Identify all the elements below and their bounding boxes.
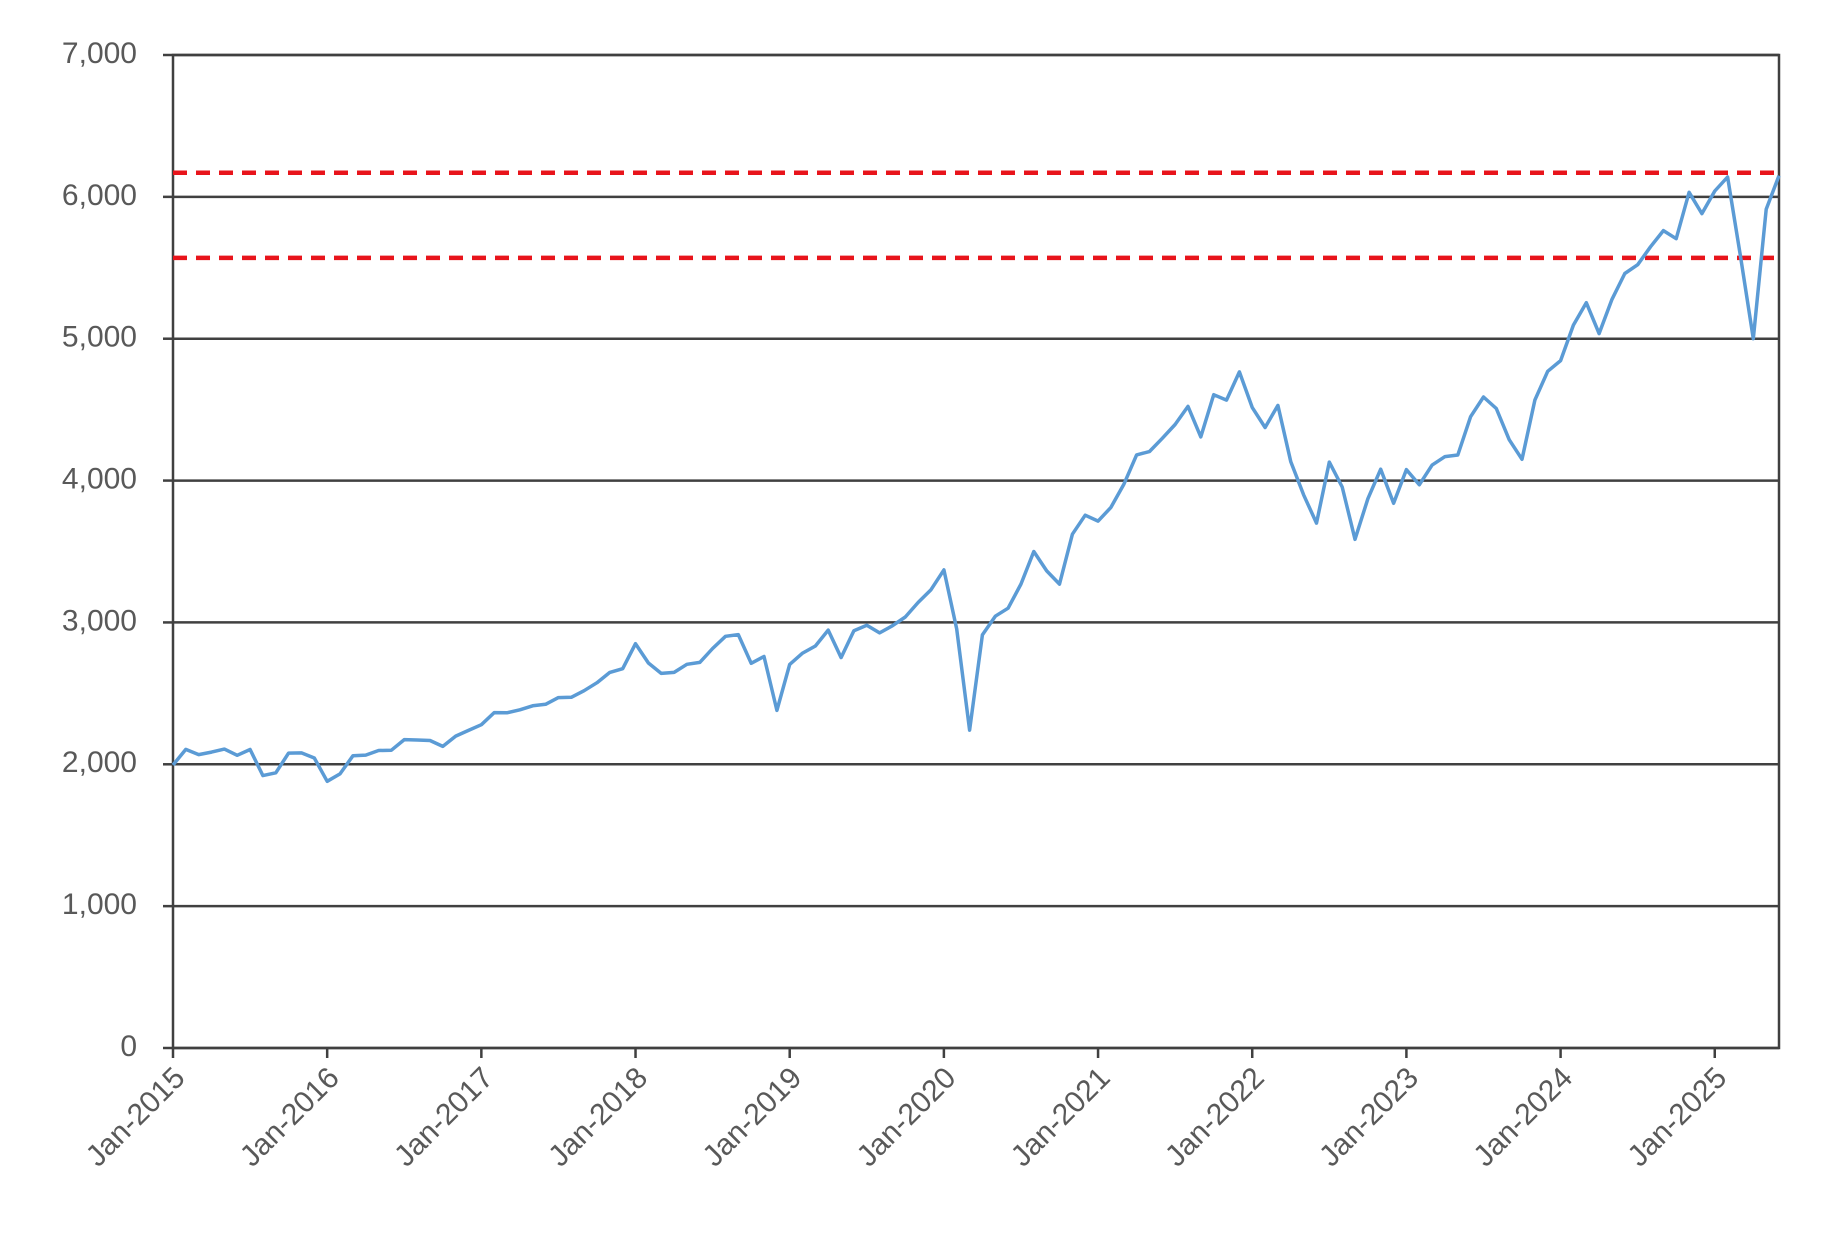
y-tick-label: 1,000 <box>62 888 137 921</box>
x-tick-label: Jan-2017 <box>388 1061 500 1173</box>
x-tick-label: Jan-2018 <box>542 1061 654 1173</box>
y-tick-label: 4,000 <box>62 462 137 495</box>
plot-frame <box>171 53 1781 1050</box>
x-tick-label: Jan-2021 <box>1005 1061 1117 1173</box>
data-line <box>171 174 1781 784</box>
y-tick-label: 0 <box>120 1030 137 1063</box>
x-tick-label: Jan-2024 <box>1467 1061 1579 1173</box>
x-tick-label: Jan-2025 <box>1622 1061 1734 1173</box>
x-tick-label: Jan-2019 <box>696 1061 808 1173</box>
y-tick-label: 5,000 <box>62 321 137 354</box>
y-tick-label: 3,000 <box>62 604 137 637</box>
x-tick-label: Jan-2015 <box>80 1061 192 1173</box>
y-tick-label: 2,000 <box>62 746 137 779</box>
x-tick-label: Jan-2020 <box>851 1061 963 1173</box>
x-tick-label: Jan-2016 <box>234 1061 346 1173</box>
y-tick-label: 7,000 <box>62 37 137 70</box>
x-tick-label: Jan-2023 <box>1313 1061 1425 1173</box>
x-tick-label: Jan-2022 <box>1159 1061 1271 1173</box>
y-tick-label: 6,000 <box>62 179 137 212</box>
